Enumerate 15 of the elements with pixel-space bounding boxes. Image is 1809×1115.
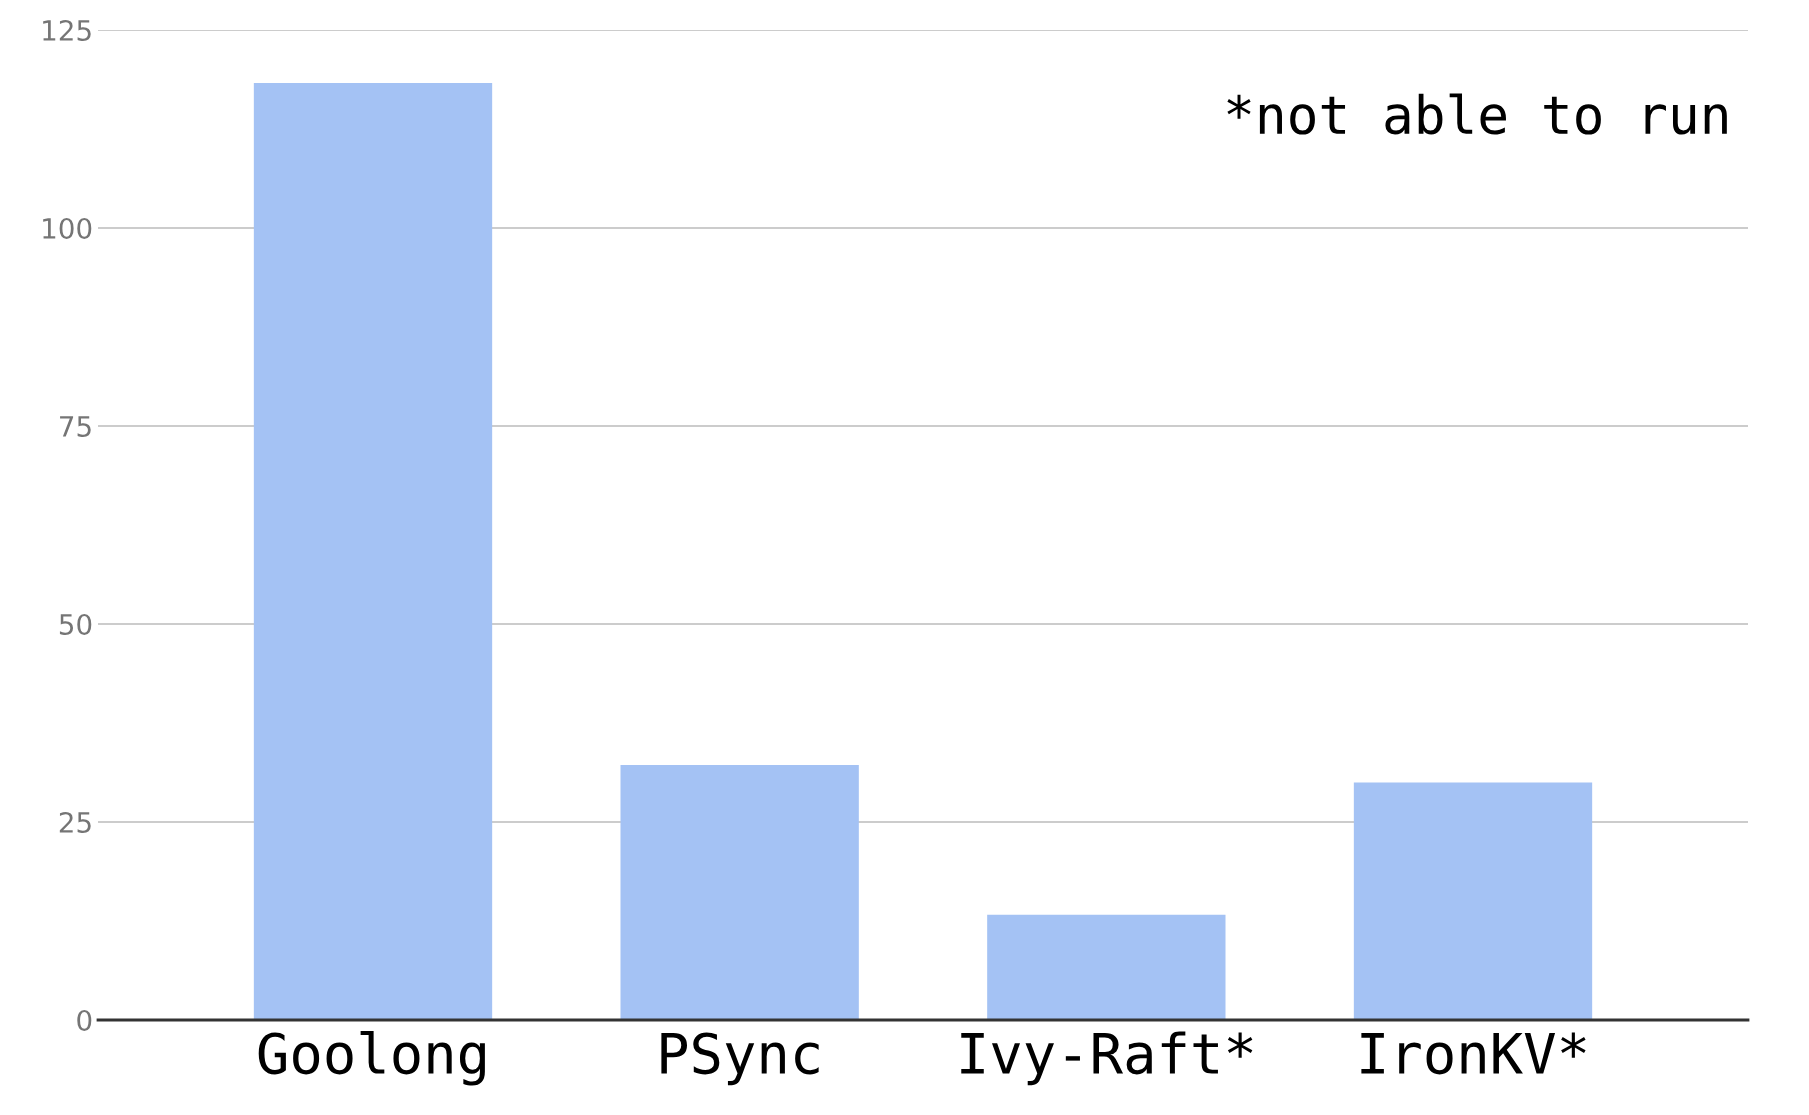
y-tick-label: 125: [43, 19, 91, 41]
x-tick-label: IronKV*: [1361, 1032, 1586, 1075]
y-tick-label: 75: [60, 416, 91, 437]
bar: [620, 764, 859, 1020]
y-tick-label: 50: [59, 613, 92, 635]
y-tick-label: 25: [59, 811, 91, 833]
bar: [987, 914, 1226, 1020]
y-tick-label: 0: [77, 1009, 92, 1031]
x-tick-label: Ivy-Raft*: [961, 1031, 1253, 1086]
y-tick-label: 100: [43, 217, 92, 239]
bar: [253, 83, 493, 1020]
x-tick-label: PSync: [661, 1032, 819, 1086]
annotation: *not able to run: [1227, 93, 1727, 135]
bar: [1353, 782, 1593, 1020]
x-tick-label: Goolong: [258, 1031, 485, 1086]
